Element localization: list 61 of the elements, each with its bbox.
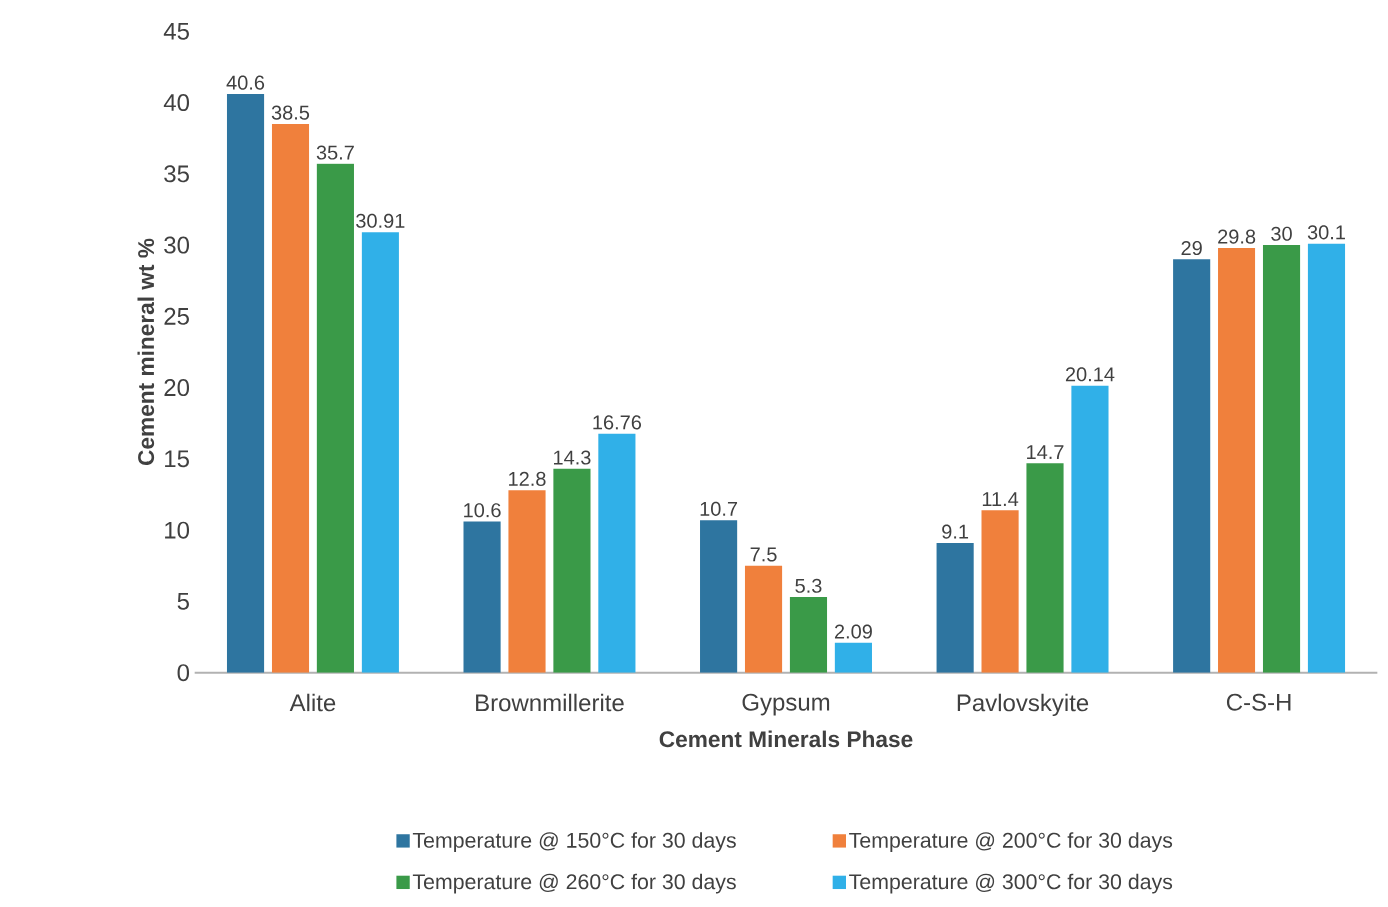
- data-label: 2.09: [834, 624, 872, 639]
- data-label: 35.7: [316, 145, 354, 160]
- data-label: 30.91: [356, 213, 405, 229]
- x-tick-label: Brownmillerite: [476, 693, 624, 712]
- y-tick-label: 35: [164, 165, 189, 183]
- legend-label: Temperature @ 200°C for 30 days: [849, 832, 1173, 853]
- bar: [463, 521, 501, 673]
- data-label: 40.6: [226, 75, 265, 90]
- data-label: 14.7: [1027, 445, 1064, 460]
- y-tick-label: 15: [165, 450, 189, 468]
- bar: [1071, 385, 1109, 673]
- x-tick-label: C-S-H: [1226, 693, 1291, 711]
- y-tick-label: 45: [163, 23, 189, 40]
- bar: [1218, 248, 1256, 673]
- data-label: 9.1: [942, 524, 969, 539]
- x-tick-label: Pavlovskyite: [957, 693, 1089, 717]
- x-axis-title: Cement Minerals Phase: [659, 730, 913, 748]
- data-label: 10.7: [700, 501, 738, 517]
- bar: [226, 94, 265, 673]
- data-label: 12.8: [509, 471, 546, 487]
- bar: [1262, 245, 1301, 673]
- data-label: 29: [1181, 241, 1202, 256]
- legend-label: Temperature @ 150°C for 30 days: [412, 832, 736, 853]
- data-label: 38.5: [271, 105, 310, 120]
- data-label: 7.5: [750, 547, 777, 562]
- data-label: 5.3: [795, 578, 822, 594]
- bar: [744, 565, 783, 673]
- y-tick-label: 25: [164, 308, 189, 326]
- legend-label: Temperature @ 300°C for 30 days: [849, 873, 1173, 894]
- bar: [361, 232, 399, 673]
- y-tick-label: 30: [164, 236, 190, 254]
- bar: [834, 643, 872, 673]
- bar: [271, 124, 310, 673]
- data-label: 10.6: [464, 503, 501, 518]
- bar: [981, 510, 1019, 673]
- bar: [1173, 259, 1211, 673]
- bar: [1026, 463, 1064, 673]
- data-label: 20.14: [1065, 367, 1115, 382]
- y-tick-label: 40: [163, 94, 190, 112]
- legend-label: Temperature @ 260°C for 30 days: [412, 873, 736, 894]
- y-axis-title: Cement mineral wt %: [137, 238, 155, 466]
- bar: [316, 164, 354, 673]
- y-tick-label: 10: [165, 521, 190, 539]
- x-tick-label: Gypsum: [742, 693, 830, 716]
- x-tick-label: Alite: [289, 693, 336, 712]
- bar: [936, 543, 974, 673]
- data-label: 30: [1271, 226, 1292, 241]
- y-tick-label: 20: [164, 379, 190, 397]
- bar: [508, 490, 546, 673]
- bar: [700, 520, 738, 673]
- data-label: 14.3: [554, 450, 591, 465]
- bar: [1307, 243, 1346, 673]
- data-label: 16.76: [593, 415, 642, 430]
- data-label: 29.8: [1218, 229, 1256, 244]
- bar: [598, 433, 636, 673]
- y-tick-label: 0: [177, 664, 190, 682]
- data-label: 30.1: [1307, 225, 1345, 240]
- y-tick-label: 5: [177, 593, 189, 610]
- data-label: 11.4: [982, 492, 1019, 507]
- bar: [789, 597, 828, 673]
- bar: [553, 469, 591, 673]
